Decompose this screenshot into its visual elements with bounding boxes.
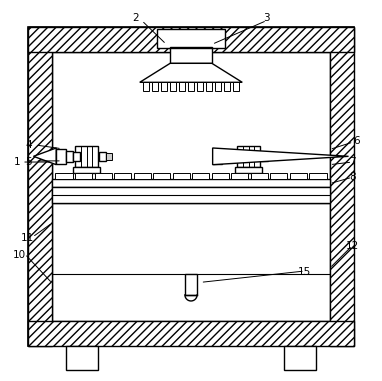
Bar bbox=[94, 173, 112, 179]
Bar bbox=[106, 153, 112, 160]
Bar bbox=[213, 149, 222, 163]
Bar bbox=[309, 173, 327, 179]
Bar bbox=[235, 167, 262, 173]
Bar bbox=[173, 173, 190, 179]
Text: 15: 15 bbox=[298, 267, 311, 277]
Bar bbox=[251, 173, 268, 179]
Bar bbox=[192, 173, 209, 179]
Text: 6: 6 bbox=[353, 136, 359, 146]
Bar bbox=[231, 173, 248, 179]
Bar bbox=[52, 179, 330, 187]
Bar bbox=[52, 52, 330, 322]
Bar bbox=[284, 346, 316, 370]
Bar bbox=[222, 150, 230, 162]
Bar bbox=[28, 27, 354, 346]
Bar bbox=[269, 153, 275, 160]
Bar bbox=[179, 82, 185, 91]
Bar bbox=[153, 173, 170, 179]
Bar bbox=[197, 82, 203, 91]
Bar bbox=[143, 82, 149, 91]
Bar bbox=[233, 82, 239, 91]
Bar bbox=[75, 173, 92, 179]
Text: 7: 7 bbox=[349, 157, 356, 167]
Bar bbox=[28, 322, 354, 346]
Bar bbox=[230, 152, 236, 161]
Text: 2: 2 bbox=[133, 13, 139, 23]
Text: 3: 3 bbox=[264, 13, 270, 23]
Polygon shape bbox=[34, 148, 56, 165]
Text: 5: 5 bbox=[25, 157, 32, 167]
Bar bbox=[55, 173, 73, 179]
Text: 1: 1 bbox=[14, 157, 21, 167]
Bar bbox=[152, 82, 159, 91]
Bar bbox=[52, 52, 330, 322]
Bar bbox=[290, 173, 307, 179]
Bar bbox=[99, 152, 106, 160]
Bar bbox=[188, 82, 194, 91]
Bar bbox=[215, 82, 221, 91]
Bar bbox=[206, 82, 212, 91]
Text: 8: 8 bbox=[349, 172, 356, 182]
Bar bbox=[66, 150, 73, 162]
Bar bbox=[75, 146, 98, 167]
Bar bbox=[185, 274, 197, 295]
Bar bbox=[161, 82, 167, 91]
Bar bbox=[223, 82, 230, 91]
Bar bbox=[157, 29, 225, 48]
Bar bbox=[212, 173, 229, 179]
Polygon shape bbox=[213, 148, 348, 165]
Bar bbox=[134, 173, 151, 179]
Text: 12: 12 bbox=[346, 240, 359, 251]
Bar bbox=[56, 149, 66, 163]
Bar bbox=[114, 173, 131, 179]
Bar bbox=[330, 27, 354, 346]
Bar bbox=[73, 152, 80, 161]
Bar bbox=[73, 167, 100, 173]
Text: 4: 4 bbox=[25, 140, 32, 150]
Bar bbox=[261, 152, 269, 160]
Text: 10: 10 bbox=[13, 250, 26, 260]
Bar bbox=[66, 346, 98, 370]
Bar bbox=[237, 146, 260, 167]
Bar bbox=[170, 82, 176, 91]
Bar bbox=[52, 187, 330, 203]
Text: 11: 11 bbox=[20, 233, 34, 243]
Polygon shape bbox=[140, 63, 242, 82]
Bar bbox=[52, 203, 330, 322]
Bar bbox=[28, 27, 52, 346]
Bar bbox=[170, 47, 212, 63]
Bar bbox=[270, 173, 288, 179]
Bar bbox=[28, 27, 354, 52]
